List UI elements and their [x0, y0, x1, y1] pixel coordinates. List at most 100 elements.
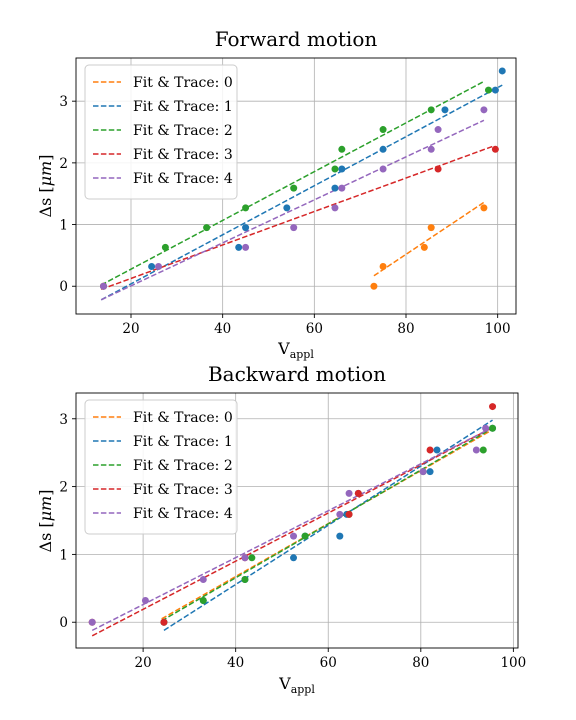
y-axis-label: Δs [μm] — [36, 155, 55, 218]
data-point-trace-2 — [203, 224, 211, 232]
x-tick-label: 80 — [412, 655, 429, 671]
x-tick-label: 20 — [122, 321, 139, 337]
data-point-trace-1 — [426, 468, 434, 476]
data-point-trace-2 — [331, 165, 339, 173]
data-point-trace-4 — [336, 510, 344, 518]
data-point-trace-1 — [498, 67, 506, 75]
fit-lines — [100, 80, 503, 301]
data-point-trace-0 — [480, 204, 488, 212]
x-tick-label: 100 — [500, 655, 526, 671]
fit-line-trace-2 — [161, 427, 493, 622]
x-tick-label: 20 — [135, 655, 152, 671]
data-point-trace-2 — [248, 554, 256, 562]
x-tick-label: 80 — [397, 321, 414, 337]
data-point-trace-4 — [88, 618, 96, 626]
y-tick-label: 0 — [59, 615, 68, 631]
data-point-trace-2 — [241, 576, 249, 584]
x-tick-label: 40 — [227, 655, 244, 671]
fit-line-trace-4 — [91, 430, 486, 632]
data-point-trace-4 — [345, 489, 353, 497]
data-point-trace-4 — [100, 282, 107, 290]
data-point-trace-1 — [379, 145, 387, 153]
fit-line-trace-0 — [373, 201, 485, 277]
legend-label-trace-3: Fit & Trace: 3 — [133, 147, 233, 163]
legend: Fit & Trace: 0 Fit & Trace: 1 Fit & Trace:… — [84, 64, 238, 200]
legend-label-trace-4: Fit & Trace: 4 — [133, 171, 233, 187]
data-point-trace-4 — [141, 597, 149, 605]
y-tick-label: 3 — [59, 94, 68, 110]
legend-frame — [84, 64, 238, 200]
y-tick-label: 2 — [59, 156, 68, 172]
y-tick-label: 1 — [59, 547, 68, 563]
y-tick-label: 3 — [59, 412, 68, 428]
data-point-trace-2 — [301, 532, 309, 540]
data-point-trace-4 — [427, 145, 435, 153]
fit-line-trace-3 — [100, 145, 494, 291]
data-point-trace-4 — [242, 243, 250, 251]
data-point-trace-2 — [489, 424, 497, 432]
y-tick-label: 2 — [59, 480, 68, 496]
fit-lines — [91, 419, 493, 637]
data-point-trace-1 — [433, 446, 441, 454]
fit-line-trace-1 — [100, 84, 503, 301]
x-axis-label: Vappl — [278, 674, 315, 696]
fit-line-trace-4 — [100, 119, 485, 301]
data-point-trace-4 — [482, 424, 490, 432]
data-point-trace-4 — [241, 554, 249, 562]
x-tick-label: 60 — [306, 321, 323, 337]
data-point-trace-4 — [379, 165, 387, 173]
data-point-trace-2 — [199, 597, 207, 605]
x-tick-label: 40 — [214, 321, 231, 337]
data-point-trace-4 — [331, 204, 339, 212]
chart-title: Backward motion — [208, 362, 386, 386]
data-point-trace-1 — [290, 554, 298, 562]
x-tick-label: 100 — [485, 321, 511, 337]
legend-label-trace-4: Fit & Trace: 4 — [133, 506, 233, 522]
backward-motion-chart: Backward motion 20 40 60 80 100 0 1 2 3 Fit & Tr… — [36, 362, 526, 696]
y-axis-label: Δs [μm] — [36, 490, 55, 553]
y-tick-label: 1 — [59, 218, 68, 234]
y-tick-label: 0 — [59, 279, 68, 295]
legend-label-trace-1: Fit & Trace: 1 — [133, 99, 233, 115]
data-point-trace-3 — [434, 165, 442, 173]
data-points — [100, 67, 506, 290]
legend-label-trace-2: Fit & Trace: 2 — [133, 123, 233, 139]
data-point-trace-4 — [199, 576, 207, 584]
data-point-trace-3 — [345, 510, 353, 518]
data-point-trace-2 — [338, 145, 346, 153]
legend-frame — [84, 399, 238, 535]
plot-frame — [75, 57, 517, 315]
data-point-trace-3 — [491, 145, 499, 153]
x-tick-label: 60 — [320, 655, 337, 671]
data-point-trace-1 — [441, 106, 449, 114]
legend-label-trace-2: Fit & Trace: 2 — [133, 458, 233, 474]
data-point-trace-4 — [434, 126, 442, 134]
data-point-trace-2 — [485, 86, 492, 94]
data-point-trace-4 — [155, 263, 162, 271]
data-point-trace-2 — [479, 446, 487, 454]
data-point-trace-0 — [370, 282, 378, 290]
data-point-trace-0 — [379, 263, 387, 271]
legend-label-trace-0: Fit & Trace: 0 — [133, 75, 233, 91]
data-point-trace-4 — [472, 446, 480, 454]
data-point-trace-2 — [290, 184, 298, 192]
data-point-trace-1 — [491, 86, 499, 94]
data-point-trace-4 — [419, 468, 427, 476]
legend: Fit & Trace: 0 Fit & Trace: 1 Fit & Trace:… — [84, 399, 238, 535]
legend-label-trace-0: Fit & Trace: 0 — [133, 410, 233, 426]
data-point-trace-2 — [242, 204, 250, 212]
data-point-trace-1 — [336, 532, 344, 540]
fit-line-trace-2 — [100, 80, 485, 286]
data-point-trace-4 — [290, 224, 298, 232]
data-point-trace-4 — [290, 532, 298, 540]
forward-motion-chart: Forward motion 20 40 60 80 100 0 1 2 3 Fit & Tra… — [36, 27, 517, 361]
data-point-trace-4 — [480, 106, 488, 114]
data-point-trace-4 — [338, 184, 346, 192]
data-point-trace-2 — [161, 243, 169, 251]
data-point-trace-3 — [160, 618, 168, 626]
data-point-trace-1 — [235, 243, 243, 251]
plot-frame — [75, 392, 519, 649]
data-point-trace-2 — [379, 126, 387, 134]
axes: 20 40 60 80 100 0 1 2 3 — [59, 392, 526, 671]
